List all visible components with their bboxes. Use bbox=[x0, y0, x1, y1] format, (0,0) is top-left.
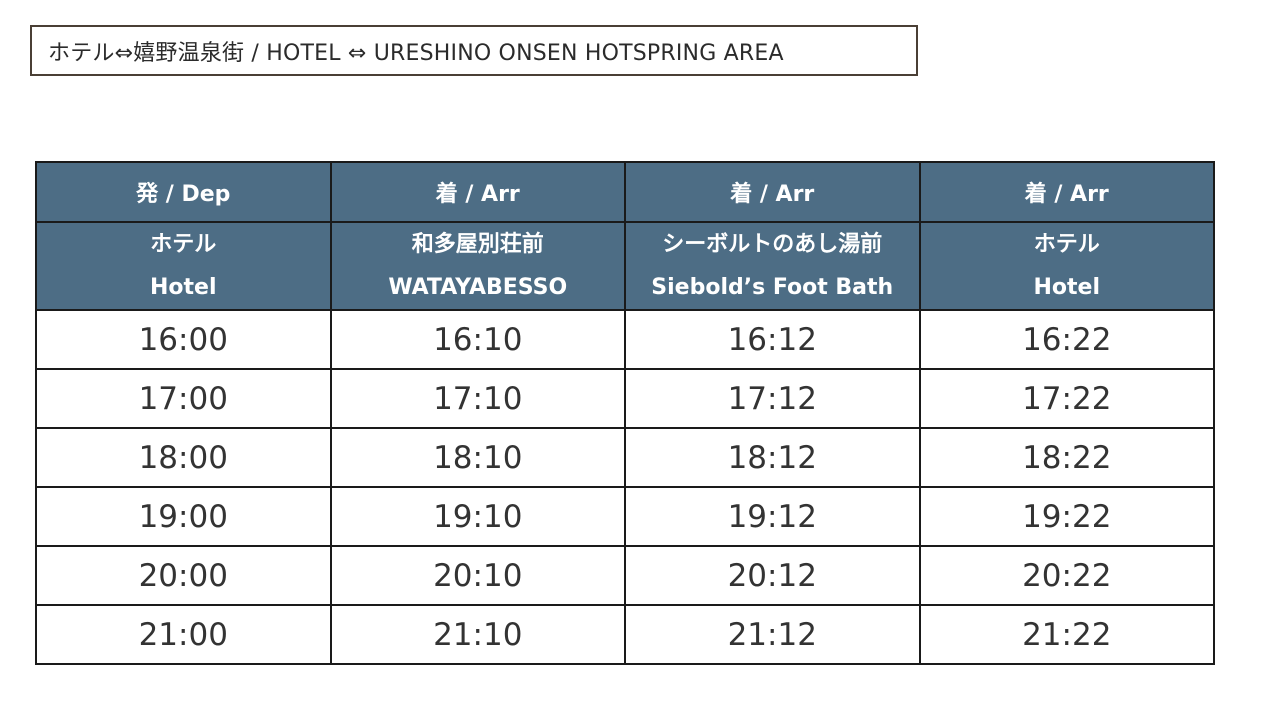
table-row: 21:00 21:10 21:12 21:22 bbox=[35, 604, 1215, 665]
column-label-departure: 発 / Dep bbox=[35, 161, 332, 223]
time-cell: 21:22 bbox=[918, 604, 1215, 665]
table-row: 19:00 19:10 19:12 19:22 bbox=[35, 486, 1215, 547]
time-cell: 20:00 bbox=[35, 545, 332, 606]
time-cell: 17:10 bbox=[329, 368, 626, 429]
stop-name-jp: シーボルトのあし湯前 bbox=[662, 232, 883, 257]
time-cell: 19:00 bbox=[35, 486, 332, 547]
column-label-arrival: 着 / Arr bbox=[624, 161, 921, 223]
time-cell: 21:00 bbox=[35, 604, 332, 665]
route-title: ホテル⇔嬉野温泉街 / HOTEL ⇔ URESHINO ONSEN HOTSP… bbox=[30, 25, 918, 76]
time-cell: 20:12 bbox=[624, 545, 921, 606]
stop-name-en: Hotel bbox=[149, 275, 217, 300]
column-label-arrival: 着 / Arr bbox=[918, 161, 1215, 223]
time-cell: 16:00 bbox=[35, 309, 332, 370]
stop-name-en: WATAYABESSO bbox=[388, 275, 568, 300]
table-row: 18:00 18:10 18:12 18:22 bbox=[35, 427, 1215, 488]
time-cell: 18:22 bbox=[918, 427, 1215, 488]
time-cell: 19:22 bbox=[918, 486, 1215, 547]
time-cell: 21:10 bbox=[329, 604, 626, 665]
stop-name-jp: ホテル bbox=[150, 232, 217, 257]
time-cell: 16:12 bbox=[624, 309, 921, 370]
shuttle-timetable: 発 / Dep 着 / Arr 着 / Arr 着 / Arr ホテル Hote… bbox=[35, 161, 1215, 665]
time-cell: 20:10 bbox=[329, 545, 626, 606]
direction-header-row: 発 / Dep 着 / Arr 着 / Arr 着 / Arr bbox=[35, 161, 1215, 223]
stop-header-hotel-departure: ホテル Hotel bbox=[35, 221, 332, 311]
stop-header-row: ホテル Hotel 和多屋別荘前 WATAYABESSO シーボルトのあし湯前 … bbox=[35, 221, 1215, 311]
time-cell: 18:10 bbox=[329, 427, 626, 488]
time-cell: 17:22 bbox=[918, 368, 1215, 429]
table-row: 17:00 17:10 17:12 17:22 bbox=[35, 368, 1215, 429]
stop-name-jp: ホテル bbox=[1033, 232, 1100, 257]
time-cell: 20:22 bbox=[918, 545, 1215, 606]
time-cell: 16:10 bbox=[329, 309, 626, 370]
time-cell: 19:12 bbox=[624, 486, 921, 547]
time-cell: 16:22 bbox=[918, 309, 1215, 370]
stop-header-watayabesso: 和多屋別荘前 WATAYABESSO bbox=[329, 221, 626, 311]
stop-header-siebold-foot-bath: シーボルトのあし湯前 Siebold’s Foot Bath bbox=[624, 221, 921, 311]
column-label-arrival: 着 / Arr bbox=[329, 161, 626, 223]
time-cell: 21:12 bbox=[624, 604, 921, 665]
stop-name-en: Hotel bbox=[1033, 275, 1100, 300]
table-row: 16:00 16:10 16:12 16:22 bbox=[35, 309, 1215, 370]
stop-header-hotel-arrival: ホテル Hotel bbox=[918, 221, 1215, 311]
time-cell: 19:10 bbox=[329, 486, 626, 547]
time-cell: 18:12 bbox=[624, 427, 921, 488]
time-cell: 17:12 bbox=[624, 368, 921, 429]
table-row: 20:00 20:10 20:12 20:22 bbox=[35, 545, 1215, 606]
stop-name-jp: 和多屋別荘前 bbox=[411, 232, 544, 257]
stop-name-en: Siebold’s Foot Bath bbox=[651, 275, 894, 300]
time-cell: 18:00 bbox=[35, 427, 332, 488]
time-cell: 17:00 bbox=[35, 368, 332, 429]
